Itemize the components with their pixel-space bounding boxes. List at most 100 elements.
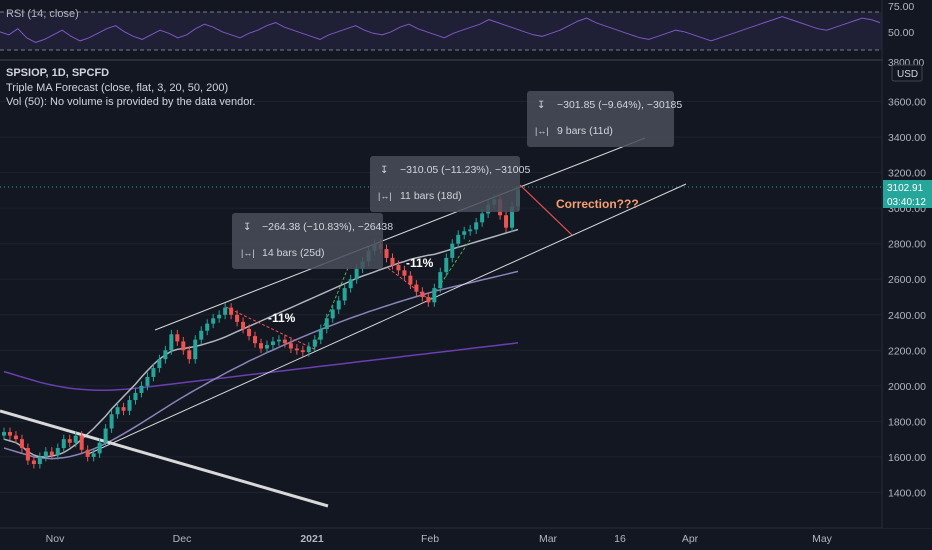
currency-label: USD — [897, 69, 918, 80]
candle-body — [259, 343, 263, 349]
rsi-pane: RSI (14, close) — [0, 0, 882, 58]
candle-body — [79, 435, 84, 450]
bars-icon-1: |↔| — [241, 248, 255, 258]
legend-symbol[interactable]: SPSIOP, 1D, SPCFD — [6, 67, 109, 79]
channel-lower-line — [85, 183, 687, 456]
candle-body — [444, 257, 449, 273]
drop-line-1 — [225, 306, 315, 350]
candle-body — [115, 407, 120, 415]
candle-body — [109, 414, 114, 429]
candle-body — [390, 257, 395, 266]
time-axis[interactable]: Nov Dec 2021 Feb Mar 16 Apr May — [46, 533, 833, 545]
candle-body — [247, 328, 252, 337]
currency-button[interactable]: USD — [891, 64, 923, 82]
candle-body — [312, 339, 317, 347]
measure-box-1[interactable]: ↧ −264.38 (−10.83%), −26438 |↔| 14 bars … — [232, 213, 393, 269]
candle-body — [336, 300, 341, 310]
candle-body — [408, 275, 413, 285]
candle-body — [55, 448, 60, 456]
price-tick: 2000.00 — [888, 381, 926, 393]
trend-drawings[interactable] — [0, 137, 687, 508]
time-tick: 16 — [614, 533, 626, 545]
measure-change-2: −310.05 (−11.23%), −31005 — [400, 164, 530, 176]
measure-bars-1: 14 bars (25d) — [262, 247, 324, 259]
candle-body — [235, 314, 240, 322]
candle-body — [462, 231, 467, 235]
candle-body — [468, 229, 473, 232]
legend-vol[interactable]: Vol (50): No volume is provided by the d… — [6, 96, 255, 108]
candle-body — [193, 339, 198, 360]
price-tick: 2200.00 — [888, 345, 926, 357]
ma20-line — [3, 228, 519, 458]
price-tick: 1400.00 — [888, 487, 926, 499]
candle-body — [73, 435, 78, 443]
rise-line-2 — [429, 239, 471, 301]
price-tick: 3600.00 — [888, 97, 926, 109]
correction-label: Correction??? — [556, 197, 639, 211]
rsi-axis: 75.00 50.00 — [888, 1, 914, 39]
candle-body — [318, 328, 323, 340]
rsi-tick-75: 75.00 — [888, 1, 914, 13]
measure-box-3[interactable]: ↧ −301.85 (−9.64%), −30185 |↔| 9 bars (1… — [527, 91, 682, 147]
price-tick: 2800.00 — [888, 239, 926, 251]
correction-arrow — [519, 184, 573, 236]
rsi-band — [0, 12, 882, 50]
price-tick: 1800.00 — [888, 416, 926, 428]
price-tick: 3200.00 — [888, 168, 926, 180]
candle-body — [504, 215, 509, 228]
candle-body — [199, 330, 204, 340]
candle-body — [241, 321, 246, 329]
time-tick: May — [812, 533, 833, 545]
candle-body — [456, 234, 461, 244]
measure-change-1: −264.38 (−10.83%), −26438 — [262, 221, 393, 233]
pct-label-1: -11% — [268, 311, 296, 325]
time-tick: Feb — [421, 533, 439, 545]
candle-body — [157, 359, 162, 369]
candle-body — [474, 222, 479, 230]
measure-icon-1: ↧ — [243, 222, 251, 233]
candle-body — [169, 334, 174, 351]
candle-body — [61, 439, 66, 449]
candle-body — [187, 350, 192, 360]
candle-body — [133, 392, 138, 401]
current-price-label: 3102.91 — [887, 183, 924, 194]
candle-body — [121, 407, 126, 411]
candle-body — [306, 346, 311, 353]
candle-body — [300, 350, 305, 353]
price-tick: 3400.00 — [888, 132, 926, 144]
price-axis[interactable]: 1400.00 1600.00 1800.00 2000.00 2200.00 2400.… — [883, 0, 932, 528]
candle-body — [85, 449, 90, 457]
moving-averages — [3, 228, 519, 460]
candle-body — [67, 439, 72, 443]
candle-body — [217, 314, 222, 319]
candle-body — [414, 284, 419, 292]
candle-body — [330, 309, 335, 319]
candle-body — [25, 448, 30, 461]
legend-ma[interactable]: Triple MA Forecast (close, flat, 3, 20, … — [6, 82, 228, 94]
candle-body — [253, 336, 258, 344]
candle-body — [37, 456, 42, 465]
time-tick: Nov — [46, 533, 65, 545]
time-tick: 2021 — [300, 533, 324, 545]
downtrend-line — [0, 409, 329, 508]
measure-change-3: −301.85 (−9.64%), −30185 — [557, 99, 682, 111]
time-tick: Dec — [173, 533, 192, 545]
pct-label-2: -11% — [406, 256, 434, 270]
candle-body — [13, 435, 18, 440]
candle-body — [510, 206, 515, 228]
measure-icon-3: ↧ — [537, 100, 545, 111]
candle-body — [270, 341, 275, 345]
price-tick: 2400.00 — [888, 310, 926, 322]
candle-body — [91, 453, 96, 457]
rsi-label: RSI (14, close) — [6, 8, 79, 20]
candle-body — [139, 385, 144, 393]
candle-body — [420, 291, 425, 297]
price-tick: 2600.00 — [888, 274, 926, 286]
candle-body — [211, 318, 216, 324]
candle-body — [288, 343, 293, 349]
price-tick-cut: 3800.00 — [888, 58, 925, 69]
candle-body — [438, 272, 443, 289]
candle-body — [7, 432, 12, 436]
measure-box-2[interactable]: ↧ −310.05 (−11.23%), −31005 |↔| 11 bars … — [370, 156, 530, 212]
